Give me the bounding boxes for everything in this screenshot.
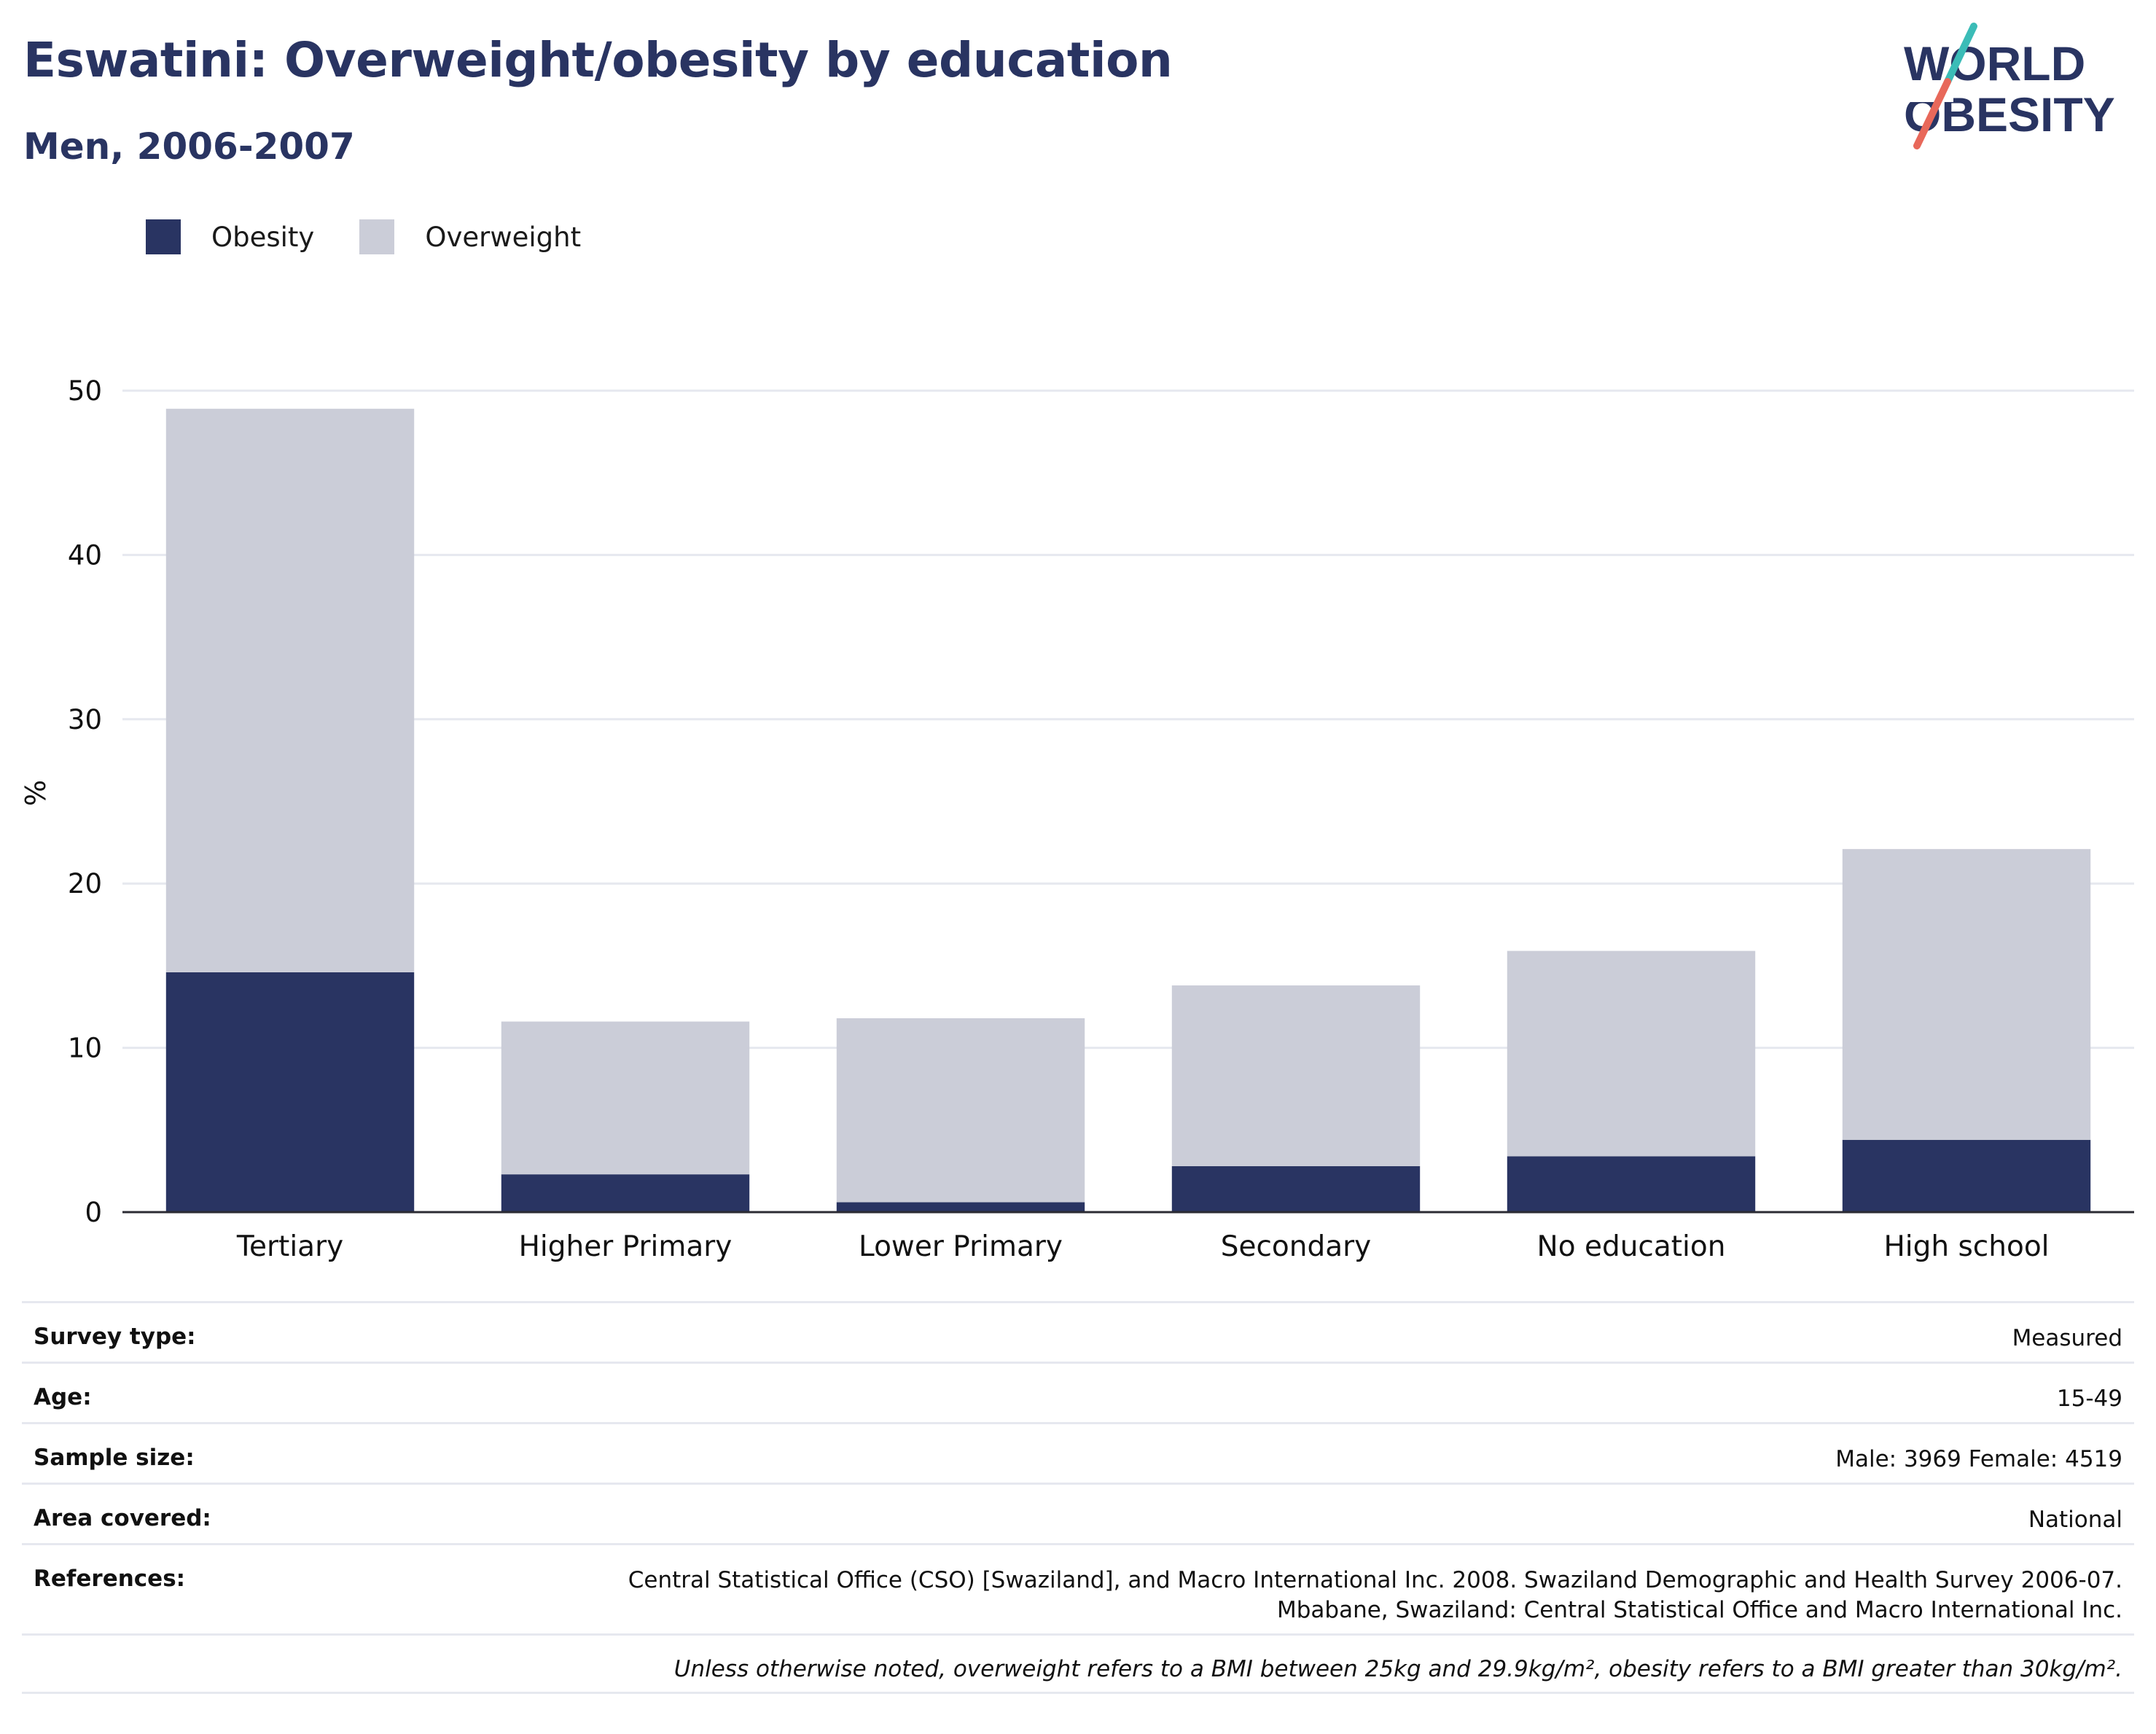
sample-size-label: Sample size: — [34, 1445, 195, 1471]
bar-obesity-no-education — [1507, 1156, 1756, 1212]
chart-title: Eswatini: Overweight/obesity by educatio… — [23, 32, 1173, 88]
y-tick-label: 10 — [68, 1033, 102, 1064]
bar-obesity-lower-primary — [836, 1202, 1085, 1212]
logo-slash-bottom — [1913, 78, 1951, 149]
area-covered-label: Area covered: — [34, 1505, 211, 1531]
sample-size-value: Male: 3969 Female: 4519 — [1835, 1446, 2122, 1472]
survey-type-label: Survey type: — [34, 1324, 196, 1350]
chart-subtitle: Men, 2006-2007 — [23, 125, 355, 168]
bar-overweight-higher-primary — [501, 1021, 750, 1175]
meta-row-references: References: Central Statistical Office (… — [22, 1543, 2134, 1633]
references-label: References: — [34, 1566, 186, 1592]
survey-metadata-table: Survey type: Measured Age: 15-49 Sample … — [22, 1301, 2134, 1694]
bar-overweight-high-school — [1842, 848, 2091, 1140]
age-label: Age: — [34, 1384, 92, 1410]
references-value: Central Statistical Office (CSO) [Swazil… — [628, 1566, 2122, 1625]
bar-overweight-no-education — [1507, 950, 1756, 1157]
world-obesity-logo: WORLD OBESITY — [1904, 23, 2115, 149]
chart-grid — [122, 389, 2134, 1050]
y-tick-label: 30 — [68, 704, 102, 735]
legend-swatch-overweight — [359, 219, 395, 254]
y-axis-ticks: 0 10 20 30 40 50 — [68, 375, 102, 1228]
bmi-definition-note: Unless otherwise noted, overweight refer… — [673, 1656, 2122, 1682]
x-tick-label: Lower Primary — [859, 1230, 1063, 1263]
survey-type-value: Measured — [2012, 1325, 2122, 1351]
bar-overweight-secondary — [1171, 985, 1421, 1166]
age-value: 15-49 — [2056, 1386, 2122, 1412]
x-tick-label: Higher Primary — [519, 1230, 733, 1263]
legend-label-overweight: Overweight — [425, 221, 582, 253]
x-tick-label: Tertiary — [236, 1230, 343, 1263]
bar-obesity-tertiary — [165, 972, 415, 1212]
x-axis-ticks: Tertiary Higher Primary Lower Primary Secon… — [236, 1230, 2050, 1263]
logo-slash-top — [1944, 23, 1977, 85]
legend-item-overweight: Overweight — [359, 219, 581, 254]
chart-legend: Obesity Overweight — [146, 219, 626, 255]
chart-bars — [122, 408, 2134, 1214]
x-tick-label: No education — [1537, 1230, 1726, 1263]
references-line-1: Central Statistical Office (CSO) [Swazil… — [628, 1567, 2122, 1593]
meta-row-survey-type: Survey type: Measured — [22, 1301, 2134, 1362]
area-covered-value: National — [2028, 1507, 2122, 1533]
meta-row-note: Unless otherwise noted, overweight refer… — [22, 1633, 2134, 1694]
meta-row-sample-size: Sample size: Male: 3969 Female: 4519 — [22, 1422, 2134, 1483]
x-tick-label: Secondary — [1221, 1230, 1372, 1263]
bar-obesity-higher-primary — [501, 1174, 750, 1212]
y-tick-label: 0 — [85, 1197, 102, 1228]
legend-item-obesity: Obesity — [146, 219, 314, 254]
bar-obesity-high-school — [1842, 1139, 2091, 1212]
bar-overweight-lower-primary — [836, 1018, 1085, 1203]
bar-obesity-secondary — [1171, 1165, 1421, 1212]
y-tick-label: 50 — [68, 375, 102, 407]
meta-row-area-covered: Area covered: National — [22, 1483, 2134, 1543]
bar-chart: 0 10 20 30 40 50 Tertiary Higher Primary Lower … — [20, 375, 2134, 1263]
x-tick-label: High school — [1883, 1230, 2049, 1263]
references-line-2: Mbabane, Swaziland: Central Statistical … — [1276, 1597, 2122, 1623]
meta-row-age: Age: 15-49 — [22, 1362, 2134, 1422]
y-tick-label: 20 — [68, 868, 102, 899]
legend-label-obesity: Obesity — [211, 221, 315, 253]
bar-overweight-tertiary — [165, 408, 415, 972]
y-tick-label: 40 — [68, 539, 102, 571]
y-axis-label: % — [20, 780, 52, 806]
legend-swatch-obesity — [146, 219, 181, 254]
